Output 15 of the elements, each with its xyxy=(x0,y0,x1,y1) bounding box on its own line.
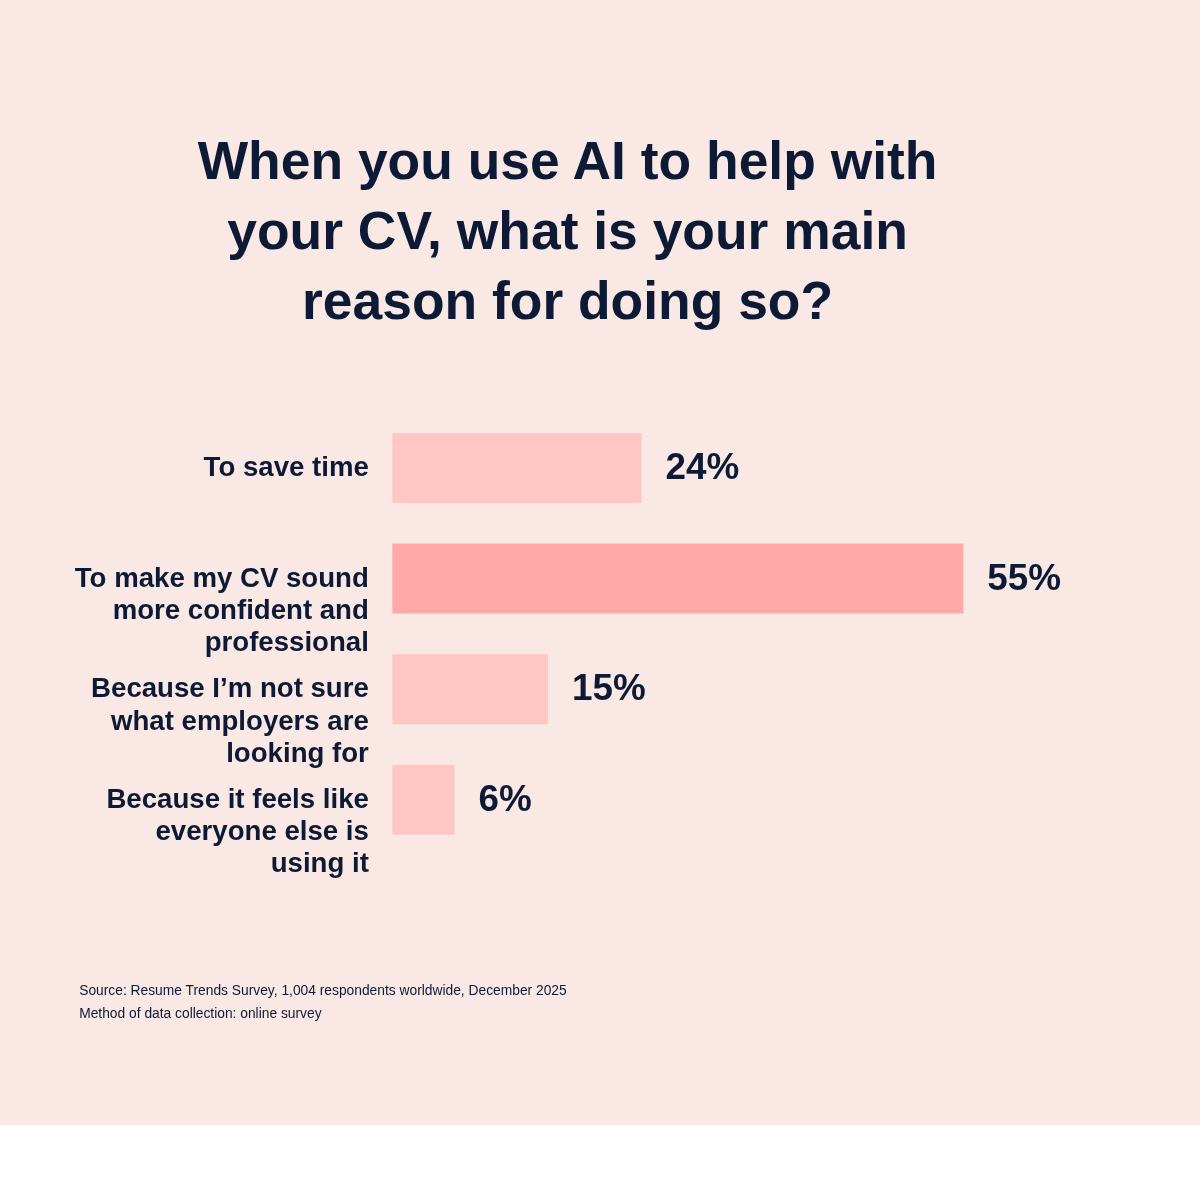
data-label: 6% xyxy=(478,777,532,819)
text: Method of data collection: online survey xyxy=(79,1005,322,1022)
source-note: Source: Resume Trends Survey, 1,004 respondents worldwide, December 2025 xyxy=(79,982,568,999)
data-label: 15% xyxy=(571,667,646,709)
bar xyxy=(392,543,964,614)
y-tick-label: Because I’m not sure what employers are looking for xyxy=(91,672,370,768)
bar xyxy=(392,654,549,725)
y-tick-label: To save time xyxy=(203,451,369,483)
bar xyxy=(392,764,455,835)
data-label: 55% xyxy=(987,556,1061,598)
bar xyxy=(392,433,642,504)
data-label: 24% xyxy=(665,446,740,488)
y-tick-label: Because it feels like everyone else is using it xyxy=(106,782,369,879)
y-tick-label: To make my CV sound more confident and professional xyxy=(74,561,369,658)
chart-title: When you use AI to help with your CV, what is your main reason for doing so? xyxy=(197,130,938,330)
